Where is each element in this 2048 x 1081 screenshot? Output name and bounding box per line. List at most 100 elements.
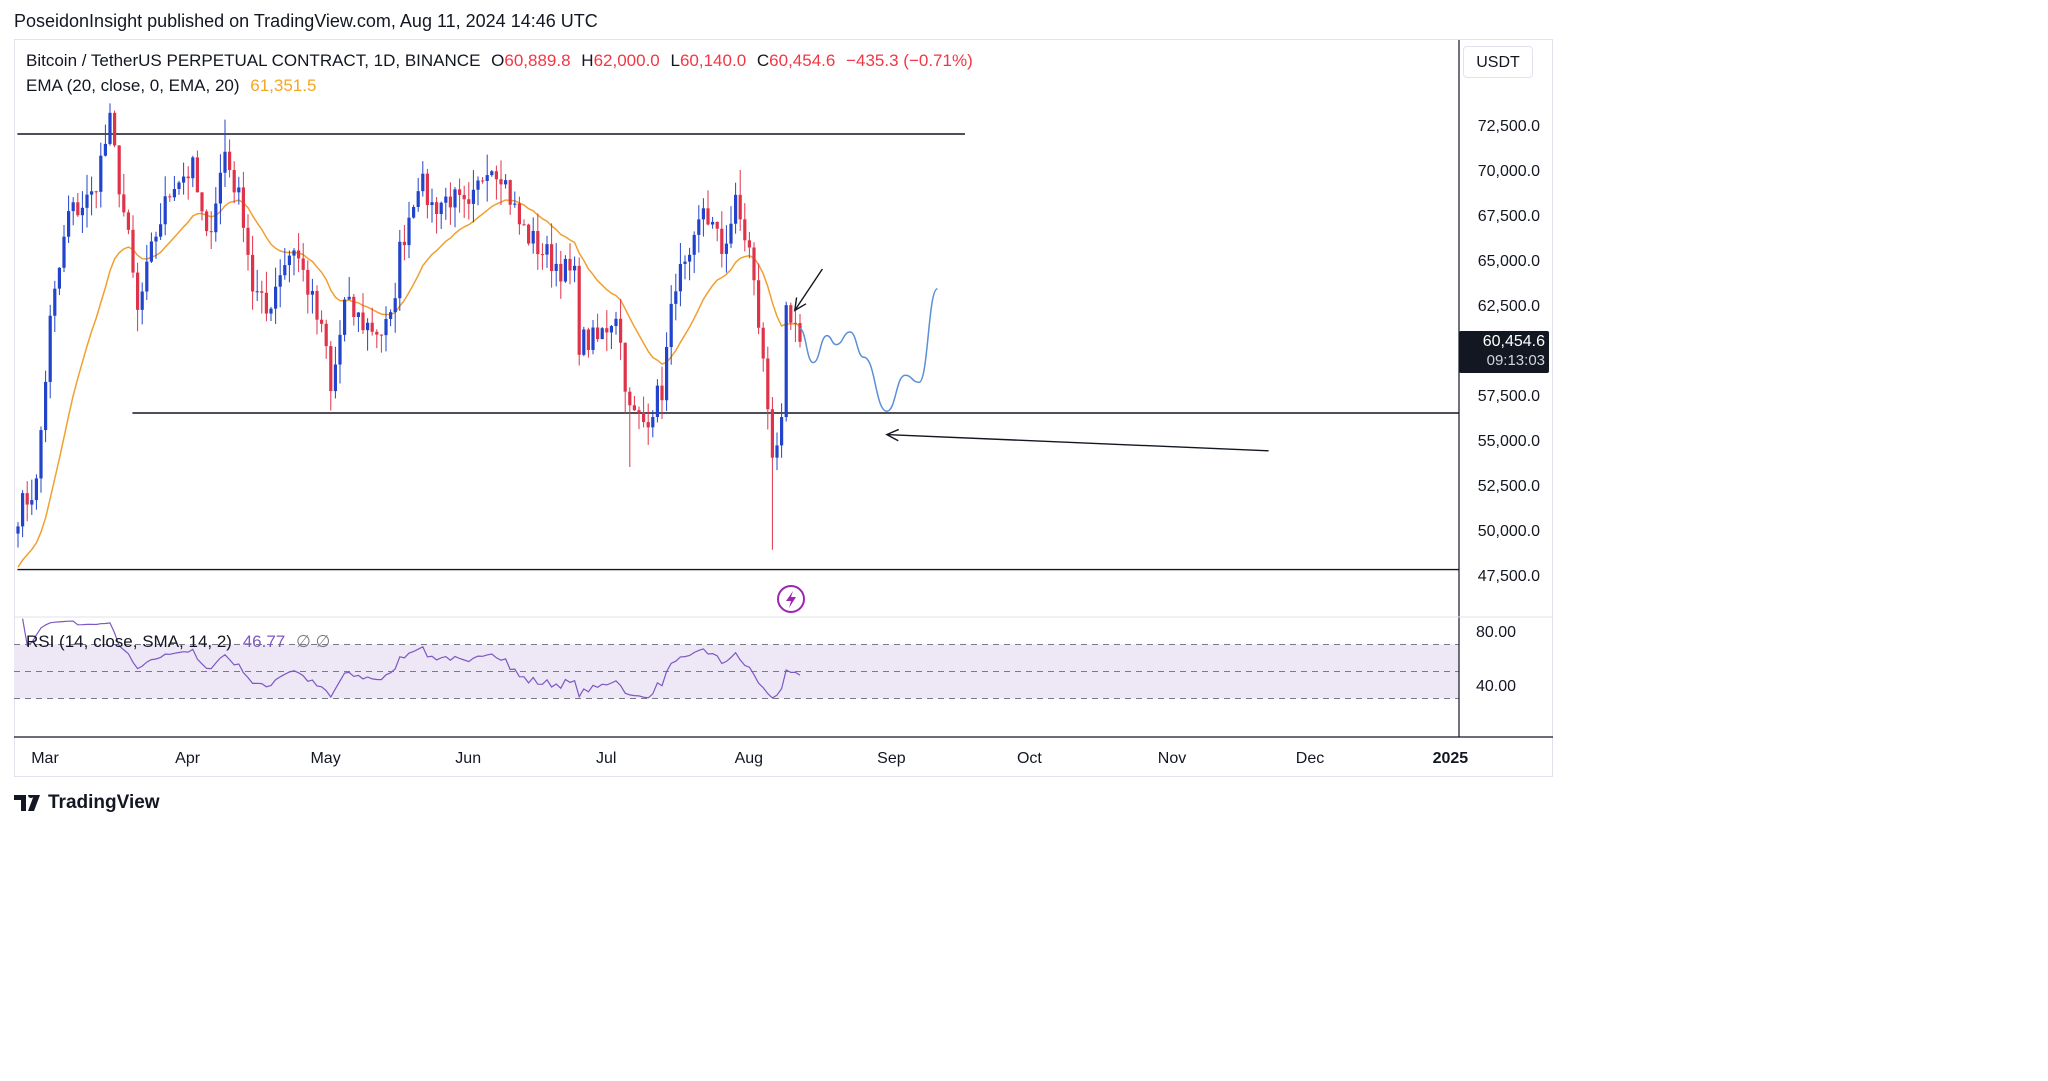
event-marker-icon[interactable] xyxy=(777,585,805,613)
candle[interactable] xyxy=(522,219,526,226)
candle[interactable] xyxy=(412,204,416,219)
candle[interactable] xyxy=(550,223,554,288)
candle[interactable] xyxy=(108,103,112,146)
candle[interactable] xyxy=(536,213,540,270)
candle[interactable] xyxy=(76,193,80,217)
candle[interactable] xyxy=(780,403,784,458)
arrow-annotation[interactable] xyxy=(793,268,823,312)
candle[interactable] xyxy=(287,250,291,283)
candle[interactable] xyxy=(154,231,158,259)
candle[interactable] xyxy=(402,225,406,261)
candle[interactable] xyxy=(508,179,512,215)
candle[interactable] xyxy=(738,170,742,231)
candle[interactable] xyxy=(674,273,678,321)
candle[interactable] xyxy=(775,432,779,471)
candle[interactable] xyxy=(315,285,319,335)
candle[interactable] xyxy=(416,177,420,212)
candle[interactable] xyxy=(692,231,696,274)
candle[interactable] xyxy=(462,185,466,218)
candle[interactable] xyxy=(623,342,627,414)
candle[interactable] xyxy=(260,280,264,314)
candle[interactable] xyxy=(67,195,71,243)
arrow-annotation[interactable] xyxy=(885,428,1269,452)
candle[interactable] xyxy=(743,203,747,252)
candle[interactable] xyxy=(715,221,719,242)
candle[interactable] xyxy=(269,306,273,321)
candle[interactable] xyxy=(186,166,190,200)
candle[interactable] xyxy=(448,182,452,225)
candle[interactable] xyxy=(113,110,117,148)
candle[interactable] xyxy=(784,301,788,422)
candle[interactable] xyxy=(485,154,489,202)
candle[interactable] xyxy=(264,271,268,322)
candle[interactable] xyxy=(646,403,650,445)
candle[interactable] xyxy=(99,142,103,208)
candle[interactable] xyxy=(628,387,632,467)
candle[interactable] xyxy=(25,481,29,522)
candle[interactable] xyxy=(476,176,480,206)
candle[interactable] xyxy=(614,311,618,335)
candle[interactable] xyxy=(324,319,328,359)
candle[interactable] xyxy=(490,170,494,177)
candle[interactable] xyxy=(195,150,199,193)
ema-label[interactable]: EMA (20, close, 0, EMA, 20) xyxy=(26,76,240,95)
candle[interactable] xyxy=(407,201,411,259)
candle[interactable] xyxy=(660,366,664,420)
candle[interactable] xyxy=(752,242,756,296)
candle[interactable] xyxy=(237,176,241,205)
candle[interactable] xyxy=(770,396,774,550)
candle[interactable] xyxy=(209,211,213,250)
candle[interactable] xyxy=(149,232,153,263)
candle[interactable] xyxy=(637,406,641,430)
candle[interactable] xyxy=(568,243,572,285)
candle[interactable] xyxy=(540,243,544,270)
candle[interactable] xyxy=(697,205,701,253)
candle[interactable] xyxy=(16,522,20,548)
candle[interactable] xyxy=(232,161,236,204)
candle[interactable] xyxy=(30,479,34,515)
candle[interactable] xyxy=(80,191,84,234)
candle[interactable] xyxy=(605,310,609,352)
candle[interactable] xyxy=(747,231,751,259)
candle[interactable] xyxy=(94,190,98,209)
candle[interactable] xyxy=(642,396,646,428)
candle[interactable] xyxy=(329,341,333,411)
candle[interactable] xyxy=(789,302,793,330)
candle[interactable] xyxy=(117,145,121,208)
candle[interactable] xyxy=(701,198,705,237)
candle[interactable] xyxy=(757,263,761,335)
candle[interactable] xyxy=(766,346,770,430)
candle[interactable] xyxy=(306,260,310,314)
candle[interactable] xyxy=(44,370,48,443)
candle[interactable] xyxy=(122,173,126,217)
candle[interactable] xyxy=(191,155,195,188)
candle[interactable] xyxy=(375,329,379,349)
candle[interactable] xyxy=(425,168,429,219)
candle[interactable] xyxy=(228,139,232,178)
candle[interactable] xyxy=(467,182,471,220)
candle[interactable] xyxy=(513,191,517,208)
candle[interactable] xyxy=(499,160,503,206)
candle[interactable] xyxy=(389,309,393,327)
candle[interactable] xyxy=(343,297,347,342)
candle[interactable] xyxy=(214,187,218,242)
candle[interactable] xyxy=(577,257,581,366)
candle[interactable] xyxy=(711,216,715,229)
candle[interactable] xyxy=(444,187,448,220)
candle[interactable] xyxy=(333,346,337,399)
candle[interactable] xyxy=(563,255,567,283)
candle[interactable] xyxy=(71,197,75,226)
candle[interactable] xyxy=(297,233,301,273)
candle[interactable] xyxy=(453,187,457,228)
candle[interactable] xyxy=(632,396,636,411)
candle[interactable] xyxy=(559,250,563,299)
candle[interactable] xyxy=(39,426,43,493)
candle[interactable] xyxy=(223,119,227,188)
candle[interactable] xyxy=(504,174,508,189)
candle[interactable] xyxy=(435,197,439,234)
candle[interactable] xyxy=(619,299,623,360)
candle[interactable] xyxy=(439,201,443,229)
candle[interactable] xyxy=(421,161,425,197)
candle[interactable] xyxy=(609,325,613,350)
candle[interactable] xyxy=(34,474,38,510)
